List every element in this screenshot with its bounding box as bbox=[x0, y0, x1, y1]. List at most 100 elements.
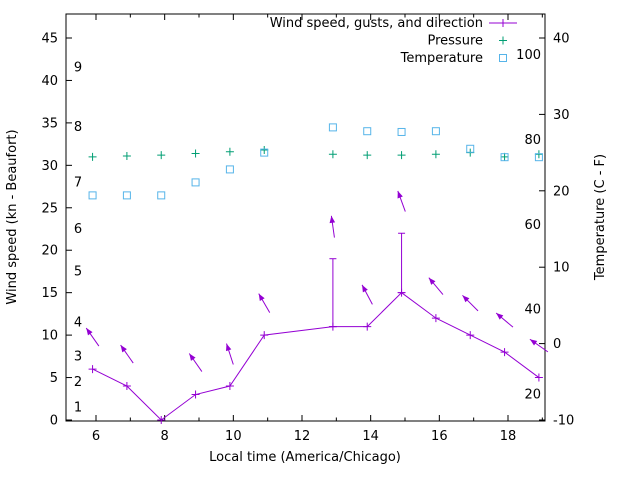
x-tick-label: 18 bbox=[500, 429, 517, 444]
fahrenheit-label: 100 bbox=[516, 48, 541, 63]
wind-speed-line bbox=[92, 292, 540, 421]
wind-arrow-head bbox=[496, 313, 504, 320]
plus-marker bbox=[260, 146, 269, 155]
left-tick-label: 45 bbox=[41, 32, 58, 47]
plus-marker bbox=[191, 149, 200, 158]
plus-marker bbox=[328, 150, 337, 159]
left-axis-title: Wind speed (kn - Beaufort) bbox=[5, 129, 20, 304]
legend-label: Temperature bbox=[400, 51, 483, 66]
plot-border bbox=[65, 13, 546, 422]
square-marker bbox=[397, 127, 406, 136]
plus-marker bbox=[363, 151, 372, 160]
plus-marker bbox=[157, 416, 166, 424]
x-axis: 6 8 10 12 14 16 18 bbox=[92, 14, 543, 444]
fahrenheit-label: 60 bbox=[524, 218, 541, 233]
left-tick-label: 35 bbox=[41, 116, 58, 131]
left-tick-label: 25 bbox=[41, 201, 58, 216]
x-tick-label: 12 bbox=[294, 429, 311, 444]
beaufort-label: 7 bbox=[74, 175, 82, 190]
plus-marker bbox=[225, 382, 234, 391]
pressure-series bbox=[88, 146, 543, 161]
right-tick-label: 10 bbox=[553, 261, 570, 276]
right-tick-label: 30 bbox=[553, 108, 570, 123]
right-tick-label: -10 bbox=[553, 414, 574, 429]
beaufort-label: 6 bbox=[74, 222, 82, 237]
right-tick-label: 0 bbox=[553, 337, 561, 352]
wind-series bbox=[85, 190, 549, 424]
beaufort-label: 1 bbox=[74, 400, 82, 415]
plus-marker bbox=[122, 382, 131, 391]
left-tick-label: 15 bbox=[41, 286, 58, 301]
beaufort-label: 9 bbox=[74, 61, 82, 76]
beaufort-label: 5 bbox=[74, 264, 82, 279]
plus-marker bbox=[500, 348, 509, 357]
wind-arrow-head bbox=[86, 328, 93, 336]
plus-marker bbox=[191, 390, 200, 399]
left-tick-label: 0 bbox=[50, 414, 58, 429]
left-tick-label: 20 bbox=[41, 244, 58, 259]
plus-marker bbox=[88, 365, 97, 374]
wind-arrow-head bbox=[462, 295, 470, 303]
plus-marker bbox=[363, 322, 372, 331]
wind-arrow-head bbox=[120, 345, 127, 353]
wind-arrow-head bbox=[226, 343, 232, 352]
square-marker bbox=[534, 153, 543, 162]
plus-marker bbox=[466, 331, 475, 340]
left-tick-label: 30 bbox=[41, 159, 58, 174]
wind-arrow-head bbox=[189, 353, 196, 361]
wind-arrow-head bbox=[397, 190, 403, 199]
plus-marker bbox=[499, 19, 507, 27]
plus-marker bbox=[431, 150, 440, 159]
left-tick-label: 10 bbox=[41, 329, 58, 344]
x-tick-label: 8 bbox=[161, 429, 169, 444]
plus-marker bbox=[88, 152, 97, 161]
plus-marker bbox=[397, 288, 406, 297]
square-marker bbox=[191, 178, 200, 187]
temperature-series bbox=[88, 123, 543, 200]
x-tick-label: 14 bbox=[362, 429, 379, 444]
square-marker bbox=[500, 153, 509, 162]
plus-marker bbox=[225, 147, 234, 156]
square-marker bbox=[328, 123, 337, 132]
beaufort-label: 8 bbox=[74, 120, 82, 135]
x-axis-title: Local time (America/Chicago) bbox=[209, 450, 401, 465]
left-tick-label: 5 bbox=[50, 371, 58, 386]
left-axis: 0 5 10 15 20 25 30 35 40 45 bbox=[41, 32, 72, 429]
plus-marker bbox=[431, 314, 440, 323]
square-marker bbox=[431, 127, 440, 136]
wind-arrow-head bbox=[362, 284, 368, 293]
beaufort-label: 3 bbox=[74, 349, 82, 364]
right-axis: -10 0 10 20 30 40 bbox=[539, 32, 574, 429]
plus-marker bbox=[499, 36, 507, 45]
square-marker bbox=[225, 165, 234, 174]
plus-marker bbox=[534, 373, 543, 382]
square-marker bbox=[122, 191, 131, 200]
x-tick-label: 16 bbox=[431, 429, 448, 444]
wind-arrow-head bbox=[529, 339, 538, 346]
x-tick-label: 10 bbox=[225, 429, 242, 444]
wind-arrow-head bbox=[428, 277, 436, 285]
plus-marker bbox=[122, 151, 131, 160]
beaufort-label: 4 bbox=[74, 315, 82, 330]
fahrenheit-label: 80 bbox=[524, 133, 541, 148]
fahrenheit-label: 20 bbox=[524, 388, 541, 403]
plus-marker bbox=[534, 150, 543, 159]
beaufort-label: 2 bbox=[74, 375, 82, 390]
plus-marker bbox=[397, 151, 406, 160]
square-marker bbox=[499, 54, 507, 62]
beaufort-scale-labels: 1 2 3 4 5 6 7 8 9 bbox=[74, 61, 82, 416]
fahrenheit-label: 40 bbox=[524, 303, 541, 318]
square-marker bbox=[88, 191, 97, 200]
legend-label: Wind speed, gusts, and direction bbox=[270, 16, 483, 31]
left-tick-label: 40 bbox=[41, 74, 58, 89]
wind-arrow-head bbox=[329, 215, 336, 224]
axis-titles: Local time (America/Chicago) Wind speed (… bbox=[5, 129, 608, 465]
right-tick-label: 40 bbox=[553, 32, 570, 47]
square-marker bbox=[157, 191, 166, 200]
x-tick-label: 6 bbox=[92, 429, 100, 444]
legend-label: Pressure bbox=[427, 34, 483, 49]
wind-arrow-head bbox=[258, 293, 265, 302]
fahrenheit-scale-labels: 20 40 60 80 100 bbox=[516, 48, 541, 403]
